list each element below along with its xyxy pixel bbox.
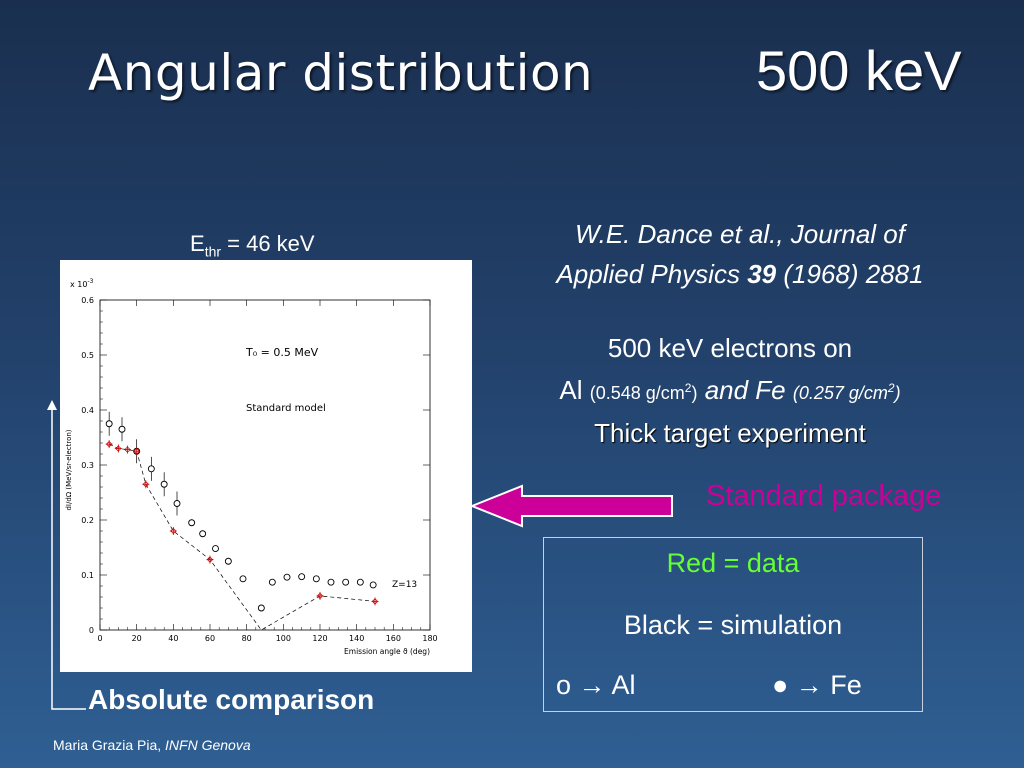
al-open-circle-point — [212, 545, 219, 553]
threshold-subscript: thr — [204, 243, 222, 260]
red-data-point — [133, 448, 140, 455]
red-data-point — [115, 445, 122, 452]
al-open-circle-point — [199, 530, 207, 538]
x-tick-label: 40 — [168, 634, 178, 643]
al-open-circle-point — [268, 578, 276, 586]
red-data-point — [316, 592, 324, 600]
reference-year-page: (1968) 2881 — [776, 259, 924, 289]
al-density-close: ) — [691, 383, 698, 403]
red-data-point — [371, 598, 379, 605]
annotation-model: Standard model — [246, 403, 326, 414]
al-open-circle-point — [283, 573, 291, 581]
red-data-point — [106, 440, 113, 448]
legend-box: Red = data Black = simulation o → Al ● →… — [543, 537, 923, 712]
al-open-circle-point — [342, 578, 350, 586]
al-open-circle-point — [188, 519, 196, 527]
chart-svg: 0 20 40 60 80 100 120 140 160 180 0 0.1 0.2 0.3 0.4 0.5… — [65, 278, 438, 656]
slide-title: Angular distribution — [88, 44, 594, 102]
al-open-circle-point — [147, 465, 155, 473]
legend-al: o → Al — [556, 670, 636, 700]
y-tick-label: 0.2 — [81, 516, 94, 525]
y-multiplier: x 10-3 — [70, 278, 94, 289]
x-axis-label: Emission angle ϑ (deg) — [344, 647, 430, 656]
experiment-description: 500 keV electrons on Al (0.548 g/cm2) an… — [470, 328, 990, 453]
desc-line-2: Al (0.548 g/cm2) and Fe (0.257 g/cm2) — [470, 368, 990, 413]
annotation-z: Z=13 — [392, 580, 417, 590]
x-tick-label: 20 — [132, 634, 142, 643]
y-tick-label: 0.4 — [81, 406, 94, 415]
legend-fe: ● → Fe — [772, 670, 862, 700]
legend-black-simulation: Black = simulation — [623, 610, 843, 640]
al-open-circle-point — [369, 581, 377, 589]
threshold-label: Ethr = 46 keV — [190, 231, 315, 259]
threshold-symbol: E — [190, 231, 205, 256]
reference-volume: 39 — [747, 259, 777, 289]
x-tick-label: 160 — [386, 634, 401, 643]
al-open-circle-point — [239, 575, 247, 583]
x-tick-label: 120 — [312, 634, 327, 643]
y-axis-label: dI/dΩ (MeV/sr-electron) — [65, 429, 73, 510]
red-data-point — [170, 527, 177, 535]
x-tick-label: 60 — [205, 634, 215, 643]
desc-line-3: Thick target experiment — [594, 418, 866, 448]
x-tick-label: 180 — [422, 634, 437, 643]
x-tick-label: 100 — [276, 634, 291, 643]
absolute-comparison-arrow — [47, 400, 86, 710]
y-tick-label: 0 — [89, 626, 94, 635]
desc-fe-density: (0.257 g/cm2) — [792, 381, 901, 403]
al-open-circle-point — [160, 480, 168, 488]
al-open-circle-point — [105, 420, 113, 428]
al-open-circle-point — [224, 557, 232, 565]
simulation-dashed-line — [109, 443, 376, 631]
desc-al: Al — [559, 375, 590, 405]
x-tick-label: 140 — [349, 634, 364, 643]
al-open-circle-point — [356, 578, 364, 586]
y-tick-label: 0.1 — [81, 571, 94, 580]
desc-and-fe: and Fe — [697, 375, 793, 405]
reference-citation: W.E. Dance et al., Journal of Applied Ph… — [470, 214, 1010, 294]
fe-density-value: (0.257 g/cm — [792, 383, 888, 403]
al-open-circle-point — [312, 575, 320, 583]
red-data-point — [206, 556, 214, 563]
reference-journal: Applied Physics — [556, 259, 748, 289]
fe-density-close: ) — [894, 383, 901, 403]
red-data-point — [142, 481, 149, 488]
y-tick-label: 0.5 — [81, 351, 94, 360]
al-open-circle-point — [257, 604, 265, 612]
reference-line-1: W.E. Dance et al., Journal of — [575, 219, 905, 249]
y-tick-label: 0.6 — [81, 296, 94, 305]
standard-package-arrow — [470, 484, 673, 528]
desc-al-density: (0.548 g/cm2) — [589, 381, 698, 403]
x-tick-label: 80 — [242, 634, 252, 643]
angular-distribution-plot: 0 20 40 60 80 100 120 140 160 180 0 0.1 0.2 0.3 0.4 0.5… — [60, 260, 472, 672]
red-data-point — [124, 446, 131, 453]
legend-red-data: Red = data — [666, 548, 800, 578]
standard-package-label: Standard package — [706, 480, 942, 512]
fe-density-sup: 2 — [887, 381, 895, 395]
al-open-circle-point — [298, 573, 306, 581]
annotation-t0: T₀ = 0.5 MeV — [245, 346, 319, 359]
al-open-circle-point — [118, 425, 126, 433]
footer-org: INFN Genova — [165, 737, 251, 753]
y-tick-label: 0.3 — [81, 461, 94, 470]
x-tick-label: 0 — [97, 634, 102, 643]
al-density-value: (0.548 g/cm — [589, 383, 685, 403]
energy-heading: 500 keV — [756, 39, 962, 102]
al-open-circle-point — [327, 578, 335, 586]
al-density-sup: 2 — [684, 381, 692, 395]
al-open-circle-point — [173, 500, 181, 507]
threshold-value: = 46 keV — [221, 231, 315, 256]
absolute-comparison-label: Absolute comparison — [88, 684, 375, 715]
footer-credit: Maria Grazia Pia, INFN Genova — [53, 737, 251, 753]
reference-line-2: Applied Physics 39 (1968) 2881 — [470, 254, 1010, 294]
desc-line-1: 500 keV electrons on — [607, 333, 853, 363]
footer-name: Maria Grazia Pia, — [53, 737, 166, 753]
